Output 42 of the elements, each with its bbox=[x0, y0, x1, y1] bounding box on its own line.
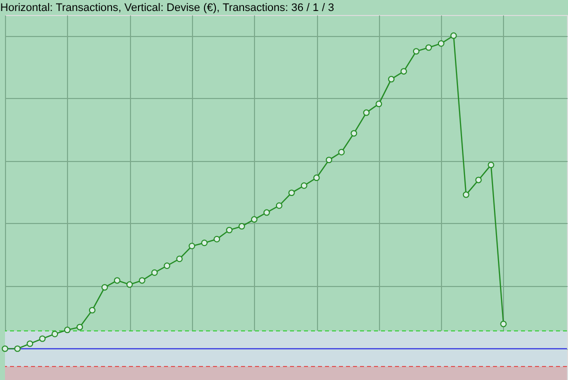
point bbox=[126, 281, 133, 288]
point bbox=[76, 324, 84, 330]
point bbox=[500, 320, 507, 328]
point bbox=[450, 32, 457, 39]
point bbox=[326, 156, 332, 164]
point bbox=[26, 340, 34, 347]
point bbox=[238, 223, 245, 230]
point bbox=[313, 174, 320, 182]
point bbox=[425, 44, 432, 51]
point bbox=[52, 330, 58, 338]
point bbox=[39, 335, 46, 342]
point bbox=[88, 306, 96, 314]
point bbox=[475, 176, 482, 184]
point bbox=[188, 242, 196, 250]
point bbox=[263, 209, 270, 216]
point bbox=[488, 162, 494, 168]
point bbox=[2, 345, 8, 352]
point bbox=[400, 68, 407, 75]
point bbox=[288, 190, 295, 196]
point bbox=[101, 284, 108, 291]
point bbox=[64, 326, 71, 334]
point bbox=[226, 226, 233, 234]
point bbox=[462, 191, 470, 198]
point bbox=[388, 76, 395, 82]
point bbox=[412, 48, 420, 55]
chart-title: Horizontal: Transactions, Vertical: Devise (€), Transactions: 36 / 1 / 3 bbox=[0, 2, 334, 14]
point bbox=[376, 100, 382, 108]
point bbox=[164, 262, 170, 269]
point bbox=[276, 202, 282, 209]
point bbox=[151, 269, 158, 276]
point bbox=[338, 148, 345, 156]
point bbox=[176, 256, 183, 262]
point bbox=[300, 182, 308, 189]
point bbox=[363, 109, 370, 116]
point bbox=[114, 277, 120, 284]
point bbox=[214, 236, 220, 242]
point bbox=[138, 277, 146, 284]
point bbox=[14, 345, 21, 352]
point bbox=[438, 40, 444, 47]
point bbox=[201, 240, 208, 246]
point bbox=[350, 130, 358, 137]
point bbox=[250, 216, 258, 223]
